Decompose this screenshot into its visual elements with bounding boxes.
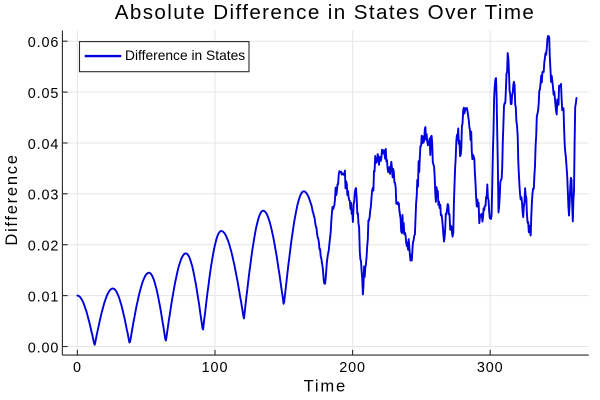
svg-text:Difference: Difference (2, 153, 21, 245)
svg-text:200: 200 (339, 360, 366, 376)
svg-text:0.05: 0.05 (28, 86, 60, 102)
svg-text:0: 0 (73, 360, 82, 376)
svg-text:0.03: 0.03 (28, 188, 60, 204)
svg-text:0.00: 0.00 (28, 340, 60, 356)
svg-text:Difference in States: Difference in States (125, 48, 245, 63)
svg-text:0.02: 0.02 (28, 239, 60, 255)
svg-text:Time: Time (304, 376, 347, 395)
svg-text:0.04: 0.04 (28, 137, 60, 153)
svg-text:0.06: 0.06 (28, 35, 60, 51)
svg-text:Absolute Difference in States: Absolute Difference in States Over Time (115, 1, 536, 24)
svg-text:300: 300 (477, 360, 504, 376)
svg-text:100: 100 (202, 360, 229, 376)
svg-text:0.01: 0.01 (28, 289, 60, 305)
